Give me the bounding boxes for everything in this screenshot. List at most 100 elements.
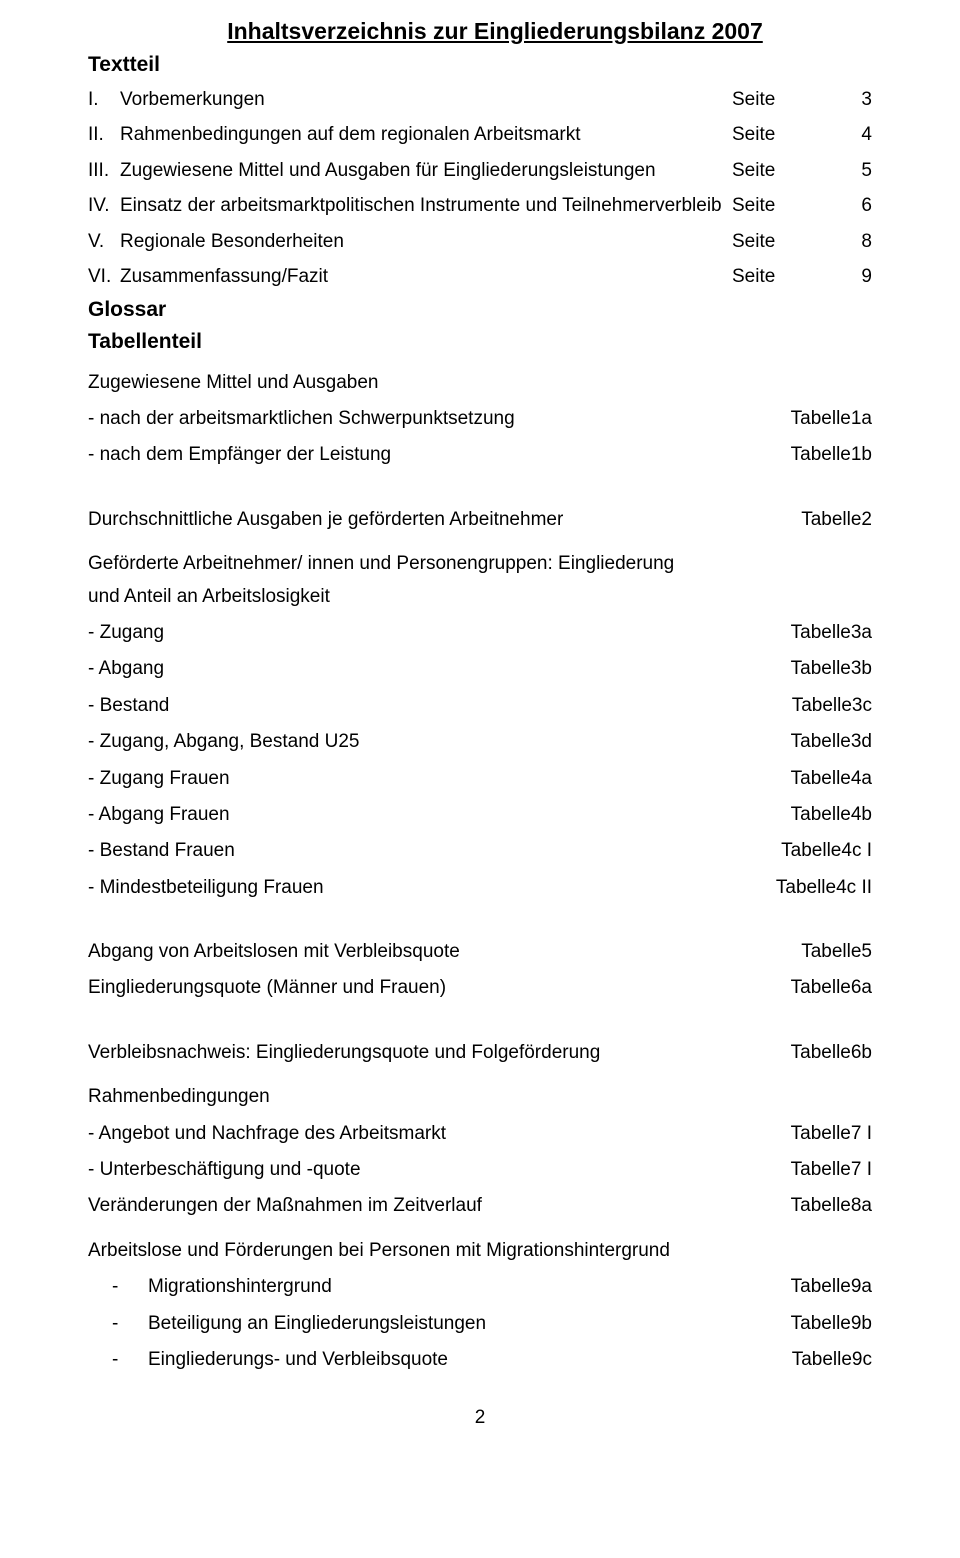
- toc-type: Tabelle: [791, 440, 851, 470]
- toc-type: Tabelle: [791, 973, 851, 1003]
- toc-label: Zugewiesene Mittel und Ausgaben für Eing…: [120, 156, 732, 185]
- table-row: - Mindestbeteiligung FrauenTabelle4c II: [88, 873, 872, 903]
- table-row: Verbleibsnachweis: Eingliederungsquote u…: [88, 1038, 872, 1068]
- toc-type: Tabelle: [791, 1038, 851, 1068]
- toc-type: Seite: [732, 262, 817, 291]
- toc-type: Tabelle: [801, 505, 861, 535]
- toc-label: Rahmenbedingungen auf dem regionalen Arb…: [120, 120, 732, 149]
- dash-icon: -: [88, 1309, 148, 1339]
- toc-label: Eingliederungsquote (Männer und Frauen): [88, 973, 791, 1003]
- toc-type: Seite: [732, 227, 817, 256]
- toc-row: III. Zugewiesene Mittel und Ausgaben für…: [88, 156, 872, 185]
- toc-value: 3c: [852, 691, 872, 721]
- toc-type: Tabelle: [791, 1155, 851, 1185]
- toc-label: Abgang von Arbeitslosen mit Verbleibsquo…: [88, 937, 801, 967]
- toc-row: VI. Zusammenfassung/Fazit Seite 9: [88, 262, 872, 291]
- table-row: - Angebot und Nachfrage des Arbeitsmarkt…: [88, 1119, 872, 1149]
- toc-value: 9c: [852, 1345, 872, 1375]
- toc-label: Veränderungen der Maßnahmen im Zeitverla…: [88, 1191, 791, 1221]
- toc-value: 3b: [851, 654, 872, 684]
- table-row: - Zugang, Abgang, Bestand U25Tabelle3d: [88, 727, 872, 757]
- table-row: - ZugangTabelle3a: [88, 618, 872, 648]
- subheading-rahmenbedingungen: Rahmenbedingungen: [88, 1082, 872, 1112]
- toc-type: Tabelle: [792, 1345, 852, 1375]
- toc-label: - nach dem Empfänger der Leistung: [88, 440, 791, 470]
- toc-value: 5: [861, 937, 872, 967]
- toc-label: - Unterbeschäftigung und -quote: [88, 1155, 791, 1185]
- toc-value: 8: [817, 227, 872, 256]
- toc-label: Eingliederungs- und Verbleibsquote: [148, 1345, 792, 1375]
- toc-value: 8a: [851, 1191, 872, 1221]
- table-row: - nach der arbeitsmarktlichen Schwerpunk…: [88, 404, 872, 434]
- section-glossar: Glossar: [88, 298, 872, 322]
- toc-label: Einsatz der arbeitsmarktpolitischen Inst…: [120, 191, 732, 220]
- toc-type: Tabelle: [792, 691, 852, 721]
- table-row: -Eingliederungs- und VerbleibsquoteTabel…: [88, 1345, 872, 1375]
- toc-type: Tabelle: [791, 654, 851, 684]
- toc-type: Tabelle: [781, 836, 841, 866]
- toc-label: - Zugang Frauen: [88, 764, 791, 794]
- document-title: Inhaltsverzeichnis zur Eingliederungsbil…: [88, 18, 872, 45]
- toc-value: 9: [817, 262, 872, 291]
- table-row: Veränderungen der Maßnahmen im Zeitverla…: [88, 1191, 872, 1221]
- table-row: -Beteiligung an Eingliederungsleistungen…: [88, 1309, 872, 1339]
- toc-value: 3: [817, 85, 872, 114]
- toc-value: 4c II: [836, 873, 872, 903]
- toc-value: 6b: [851, 1038, 872, 1068]
- toc-row: II. Rahmenbedingungen auf dem regionalen…: [88, 120, 872, 149]
- toc-type: Tabelle: [791, 1119, 851, 1149]
- toc-type: Tabelle: [791, 618, 851, 648]
- toc-value: 3a: [851, 618, 872, 648]
- toc-label: Verbleibsnachweis: Eingliederungsquote u…: [88, 1038, 791, 1068]
- toc-label: - Zugang, Abgang, Bestand U25: [88, 727, 791, 757]
- toc-type: Tabelle: [791, 727, 851, 757]
- toc-num: V.: [88, 227, 120, 256]
- toc-label: - Zugang: [88, 618, 791, 648]
- textteil-list: I. Vorbemerkungen Seite 3 II. Rahmenbedi…: [88, 85, 872, 292]
- toc-label: - Bestand Frauen: [88, 836, 781, 866]
- table-row: Eingliederungsquote (Männer und Frauen)T…: [88, 973, 872, 1003]
- toc-label: Beteiligung an Eingliederungsleistungen: [148, 1309, 791, 1339]
- toc-label: Regionale Besonderheiten: [120, 227, 732, 256]
- table-row: Abgang von Arbeitslosen mit Verbleibsquo…: [88, 937, 872, 967]
- toc-type: Seite: [732, 120, 817, 149]
- toc-type: Seite: [732, 191, 817, 220]
- table-row: - Zugang FrauenTabelle4a: [88, 764, 872, 794]
- dash-icon: -: [88, 1345, 148, 1375]
- table-row: Durchschnittliche Ausgaben je geförderte…: [88, 505, 872, 535]
- subheading-zugewiesene: Zugewiesene Mittel und Ausgaben: [88, 368, 872, 398]
- toc-value: 1b: [851, 440, 872, 470]
- toc-value: 7 I: [851, 1119, 872, 1149]
- toc-type: Tabelle: [791, 800, 851, 830]
- toc-value: 4a: [851, 764, 872, 794]
- toc-num: IV.: [88, 191, 120, 220]
- document-page: Inhaltsverzeichnis zur Eingliederungsbil…: [0, 0, 960, 1558]
- table-row: - BestandTabelle3c: [88, 691, 872, 721]
- dash-icon: -: [88, 1272, 148, 1302]
- subheading-gefoerderte-1: Geförderte Arbeitnehmer/ innen und Perso…: [88, 549, 872, 579]
- toc-value: 9b: [851, 1309, 872, 1339]
- toc-row: V. Regionale Besonderheiten Seite 8: [88, 227, 872, 256]
- section-textteil: Textteil: [88, 53, 872, 77]
- table-row: - AbgangTabelle3b: [88, 654, 872, 684]
- toc-num: III.: [88, 156, 120, 185]
- table-row: - Unterbeschäftigung und -quoteTabelle7 …: [88, 1155, 872, 1185]
- toc-row: I. Vorbemerkungen Seite 3: [88, 85, 872, 114]
- toc-num: I.: [88, 85, 120, 114]
- toc-label: Vorbemerkungen: [120, 85, 732, 114]
- table-row: -MigrationshintergrundTabelle9a: [88, 1272, 872, 1302]
- section-tabellenteil: Tabellenteil: [88, 330, 872, 354]
- toc-value: 2: [861, 505, 872, 535]
- toc-value: 4c I: [841, 836, 872, 866]
- subheading-migration: Arbeitslose und Förderungen bei Personen…: [88, 1236, 872, 1266]
- toc-value: 1a: [851, 404, 872, 434]
- page-number: 2: [88, 1407, 872, 1429]
- toc-label: - Angebot und Nachfrage des Arbeitsmarkt: [88, 1119, 791, 1149]
- toc-value: 7 I: [851, 1155, 872, 1185]
- toc-value: 6a: [851, 973, 872, 1003]
- toc-num: VI.: [88, 262, 120, 291]
- toc-value: 4b: [851, 800, 872, 830]
- toc-label: - Abgang Frauen: [88, 800, 791, 830]
- toc-label: Migrationshintergrund: [148, 1272, 791, 1302]
- toc-row: IV. Einsatz der arbeitsmarktpolitischen …: [88, 191, 872, 220]
